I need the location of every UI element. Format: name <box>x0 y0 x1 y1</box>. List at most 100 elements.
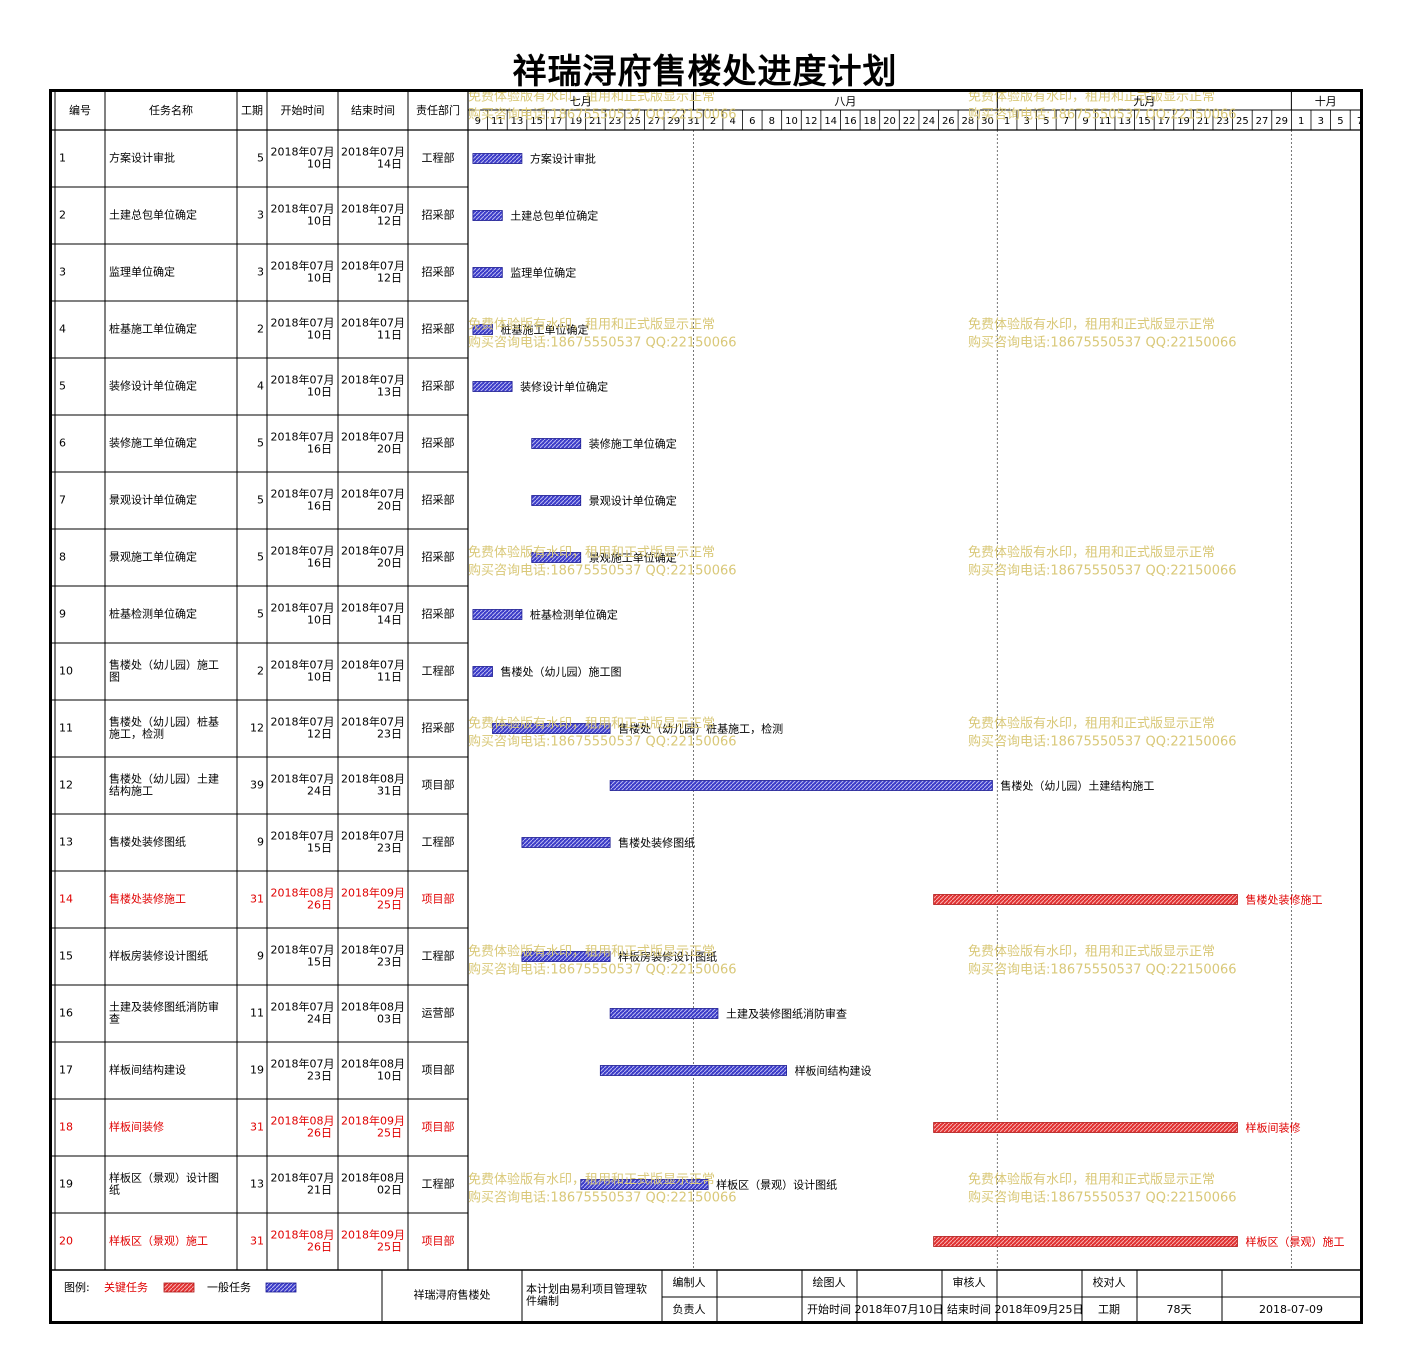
task-dept: 项目部 <box>422 892 455 906</box>
task-dept: 工程部 <box>422 1177 455 1191</box>
task-start-line1: 2018年07月 <box>271 772 335 786</box>
day-tick-label: 24 <box>922 116 935 127</box>
task-start-line1: 2018年08月 <box>271 886 335 900</box>
task-start-line2: 26日 <box>307 899 332 912</box>
day-tick-label: 10 <box>785 116 798 127</box>
task-id: 13 <box>59 836 73 849</box>
task-name-cont: 施工，检测 <box>109 727 164 741</box>
day-tick-label: 21 <box>1197 116 1210 127</box>
watermark-line2: 购买咨询电话:18675550537 QQ:22150066 <box>968 734 1237 750</box>
month-label: 八月 <box>834 95 856 108</box>
task-end-line2: 31日 <box>377 785 402 798</box>
day-tick-label: 1 <box>1298 116 1304 127</box>
gantt-bar <box>599 1065 787 1076</box>
legend-normal-label: 一般任务 <box>207 1281 251 1294</box>
task-duration: 4 <box>257 380 264 393</box>
task-start-line1: 2018年07月 <box>271 430 335 444</box>
day-tick-label: 17 <box>1158 116 1171 127</box>
watermark-line1: 免费体验版有水印，租用和正式版显示正常 <box>968 716 1215 732</box>
task-name: 售楼处装修施工 <box>109 892 186 906</box>
day-tick-label: 3 <box>1024 116 1030 127</box>
day-tick-label: 6 <box>749 116 755 127</box>
task-dept: 招采部 <box>422 208 455 222</box>
footer-reviewer-label: 审核人 <box>953 1275 986 1289</box>
task-start-line2: 10日 <box>307 272 332 285</box>
task-end-line2: 12日 <box>377 215 402 228</box>
day-tick-label: 11 <box>1099 116 1112 127</box>
task-id: 3 <box>59 266 66 279</box>
task-id: 12 <box>59 779 73 792</box>
footer-owner-label: 负责人 <box>673 1302 706 1316</box>
task-id: 5 <box>59 380 66 393</box>
watermark-line1: 免费体验版有水印，租用和正式版显示正常 <box>968 944 1215 960</box>
task-id: 9 <box>59 608 66 621</box>
task-dept: 工程部 <box>422 664 455 678</box>
bar-label: 土建总包单位确定 <box>510 209 598 223</box>
task-end-line2: 25日 <box>377 1241 402 1254</box>
task-dept: 工程部 <box>422 151 455 165</box>
task-end-line1: 2018年07月 <box>341 202 405 216</box>
task-end-line2: 13日 <box>377 386 402 399</box>
task-start-line2: 10日 <box>307 158 332 171</box>
legend-label: 图例: <box>64 1280 90 1294</box>
task-start-line2: 10日 <box>307 614 332 627</box>
task-end-line1: 2018年07月 <box>341 373 405 387</box>
task-start-line2: 26日 <box>307 1241 332 1254</box>
task-dept: 招采部 <box>422 379 455 393</box>
task-end-line1: 2018年09月 <box>341 1228 405 1242</box>
task-id: 4 <box>59 323 66 336</box>
task-end-line2: 03日 <box>377 1013 402 1026</box>
task-duration: 5 <box>257 437 264 450</box>
day-tick-label: 23 <box>609 116 622 127</box>
task-end-line1: 2018年07月 <box>341 943 405 957</box>
footer-start-label: 开始时间 <box>807 1302 851 1316</box>
gantt-bar <box>531 438 582 449</box>
task-start-line2: 10日 <box>307 215 332 228</box>
task-duration: 13 <box>250 1178 264 1191</box>
task-duration: 31 <box>250 1121 264 1134</box>
task-id: 11 <box>59 722 73 735</box>
task-duration: 9 <box>257 836 264 849</box>
task-end-line1: 2018年07月 <box>341 544 405 558</box>
task-name: 样板房装修设计图纸 <box>109 949 208 963</box>
task-end-line1: 2018年07月 <box>341 658 405 672</box>
task-start-line1: 2018年07月 <box>271 373 335 387</box>
task-id: 14 <box>59 893 73 906</box>
watermark-line2: 购买咨询电话:18675550537 QQ:22150066 <box>468 107 737 123</box>
task-id: 15 <box>59 950 73 963</box>
task-end-line1: 2018年08月 <box>341 1171 405 1185</box>
task-duration: 9 <box>257 950 264 963</box>
task-duration: 19 <box>250 1064 264 1077</box>
gantt-bar <box>531 552 582 563</box>
task-name: 装修施工单位确定 <box>109 436 197 450</box>
task-start-line2: 16日 <box>307 443 332 456</box>
bar-label: 桩基施工单位确定 <box>501 323 589 337</box>
gantt-bar <box>472 324 493 335</box>
task-start-line2: 16日 <box>307 557 332 570</box>
task-name: 样板区（景观）施工 <box>109 1234 208 1248</box>
day-tick-label: 17 <box>550 116 563 127</box>
watermark-line1: 免费体验版有水印，租用和正式版显示正常 <box>468 1172 715 1188</box>
task-start-line1: 2018年08月 <box>271 1114 335 1128</box>
day-tick-label: 26 <box>942 116 955 127</box>
footer-checker-label: 校对人 <box>1093 1275 1126 1289</box>
task-end-line2: 23日 <box>377 728 402 741</box>
task-name: 土建及装修图纸消防审 <box>109 1000 219 1014</box>
task-name: 装修设计单位确定 <box>109 379 197 393</box>
task-start-line1: 2018年07月 <box>271 943 335 957</box>
task-end-line1: 2018年08月 <box>341 1000 405 1014</box>
task-name-cont: 纸 <box>109 1184 120 1197</box>
watermark-line1: 免费体验版有水印，租用和正式版显示正常 <box>468 716 715 732</box>
task-name: 景观施工单位确定 <box>109 550 197 564</box>
day-tick-label: 8 <box>769 116 775 127</box>
gantt-bar <box>933 1236 1238 1247</box>
task-start-line2: 10日 <box>307 329 332 342</box>
task-end-line2: 20日 <box>377 500 402 513</box>
day-tick-label: 13 <box>1118 116 1131 127</box>
task-duration: 5 <box>257 608 264 621</box>
day-tick-label: 27 <box>648 116 661 127</box>
task-start-line1: 2018年07月 <box>271 829 335 843</box>
column-header: 责任部门 <box>416 103 460 117</box>
task-dept: 招采部 <box>422 322 455 336</box>
column-header: 开始时间 <box>281 103 325 117</box>
